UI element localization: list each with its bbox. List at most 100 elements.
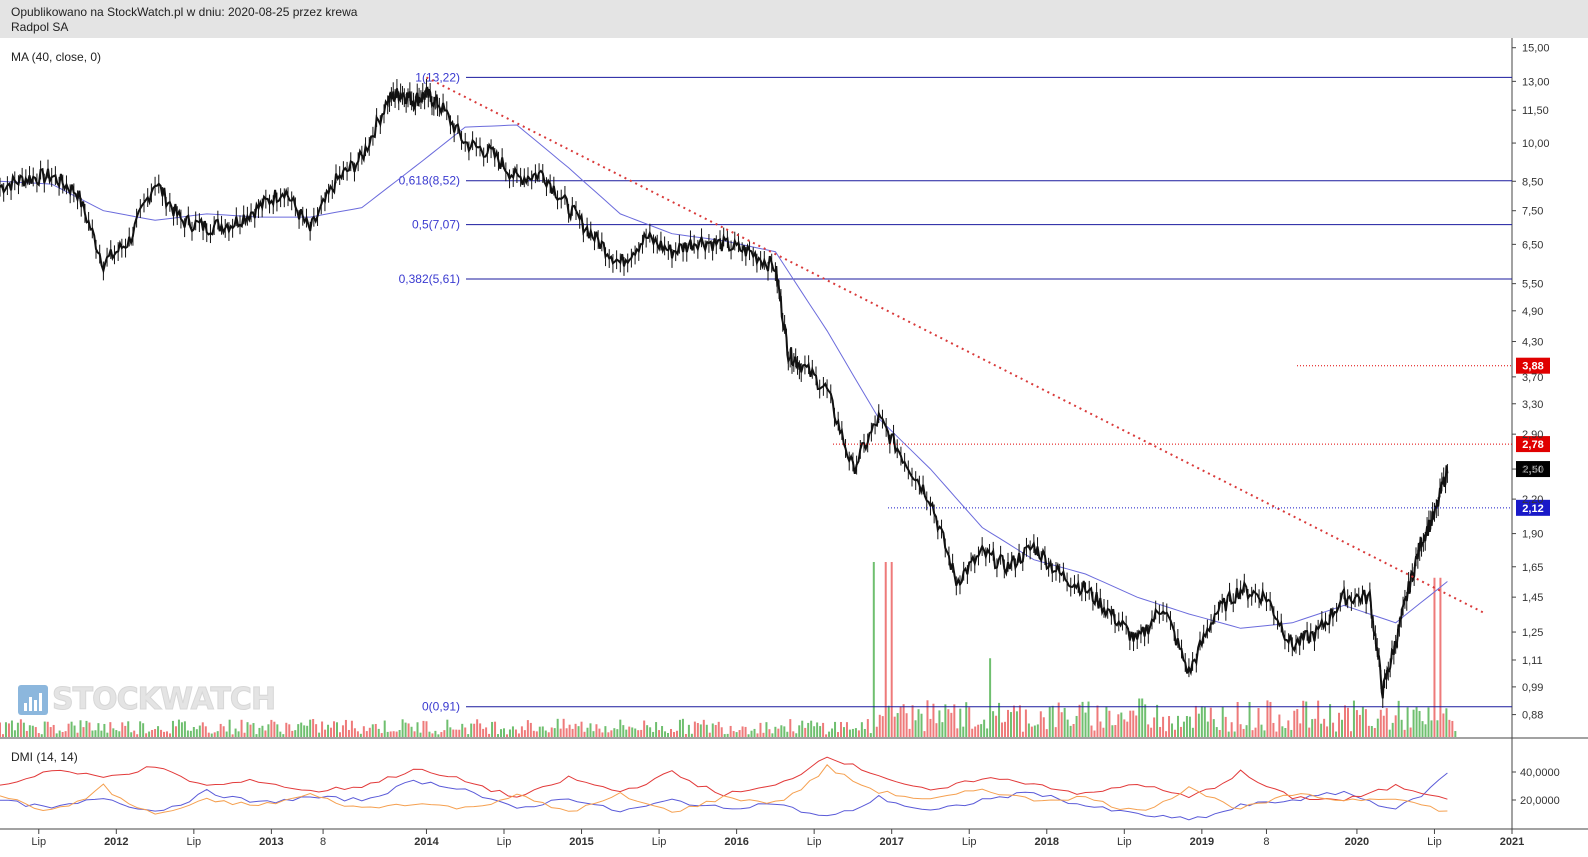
volume-bar bbox=[598, 728, 601, 737]
volume-bar bbox=[252, 723, 255, 737]
volume-bar bbox=[1191, 727, 1194, 737]
dmi-minus-line bbox=[0, 764, 1448, 815]
volume-bar bbox=[338, 732, 341, 737]
x-tick-label: 8 bbox=[320, 836, 326, 848]
volume-bar bbox=[881, 716, 884, 737]
volume-bar bbox=[577, 726, 580, 737]
volume-bar bbox=[1012, 705, 1015, 737]
volume-bar bbox=[854, 728, 857, 737]
volume-bar bbox=[520, 726, 523, 737]
volume-bar bbox=[1099, 721, 1102, 737]
volume-bar bbox=[297, 724, 300, 737]
volume-bar bbox=[449, 727, 452, 737]
volume-bar bbox=[157, 726, 160, 737]
volume-bar bbox=[192, 726, 195, 737]
y-tick-label: 0,88 bbox=[1522, 710, 1543, 722]
volume-bar bbox=[103, 723, 106, 737]
volume-bar bbox=[398, 729, 401, 737]
volume-bar bbox=[750, 730, 753, 737]
volume-bar bbox=[690, 733, 693, 737]
volume-bar bbox=[1150, 727, 1153, 737]
volume-bar bbox=[431, 733, 434, 737]
volume-bar bbox=[774, 726, 777, 737]
x-tick-label: 2015 bbox=[569, 836, 593, 848]
volume-bar bbox=[333, 721, 336, 737]
volume-bar bbox=[1346, 707, 1349, 737]
volume-bar bbox=[1057, 702, 1060, 737]
volume-bar bbox=[866, 719, 869, 737]
volume-bar bbox=[1054, 727, 1057, 737]
volume-bar bbox=[947, 709, 950, 737]
volume-bar bbox=[1129, 710, 1132, 737]
volume-bar bbox=[804, 727, 807, 737]
volume-bar bbox=[1153, 717, 1156, 737]
volume-bar bbox=[58, 730, 61, 737]
volume-bar bbox=[1332, 722, 1335, 737]
volume-bar bbox=[1009, 712, 1012, 737]
volume-bar bbox=[127, 721, 130, 737]
volume-bar bbox=[902, 704, 905, 737]
volume-bar bbox=[965, 702, 968, 737]
volume-bar bbox=[1123, 719, 1126, 737]
volume-bar bbox=[974, 726, 977, 737]
instrument-name: Radpol SA bbox=[11, 20, 69, 34]
volume-bar bbox=[163, 731, 166, 737]
price-tag-label: 2,78 bbox=[1522, 439, 1543, 451]
volume-bar bbox=[860, 722, 863, 737]
volume-bar bbox=[234, 728, 237, 737]
volume-bar bbox=[532, 730, 535, 737]
volume-bar bbox=[1397, 700, 1400, 737]
x-tick-label: Lip bbox=[962, 836, 977, 848]
x-tick-label: Lip bbox=[1427, 836, 1442, 848]
volume-bar bbox=[118, 731, 121, 737]
volume-bar bbox=[634, 728, 637, 737]
volume-bar bbox=[920, 713, 923, 737]
volume-bar bbox=[771, 733, 774, 737]
volume-bar bbox=[1355, 710, 1358, 737]
volume-bar bbox=[16, 722, 19, 737]
volume-bar bbox=[330, 727, 333, 737]
volume-bar bbox=[839, 721, 842, 737]
volume-bar bbox=[1048, 706, 1051, 737]
volume-bar bbox=[1215, 727, 1218, 737]
dmi-plus-line bbox=[0, 756, 1448, 802]
volume-bar bbox=[28, 725, 31, 737]
price-tag bbox=[1516, 436, 1550, 453]
volume-bar bbox=[1391, 722, 1394, 737]
volume-bar bbox=[1171, 723, 1174, 737]
volume-bar bbox=[461, 723, 464, 737]
volume-bar bbox=[261, 725, 264, 737]
volume-bar bbox=[672, 732, 675, 737]
volume-bar bbox=[115, 730, 118, 737]
volume-bar bbox=[1436, 720, 1439, 737]
volume-bar bbox=[1194, 705, 1197, 737]
volume-bar bbox=[341, 725, 344, 737]
volume-bar bbox=[1254, 727, 1257, 737]
volume-bar bbox=[872, 562, 875, 737]
volume-bar bbox=[1314, 718, 1317, 737]
fib-label: 0(0,91) bbox=[422, 700, 460, 714]
volume-bar bbox=[720, 727, 723, 737]
volume-bar bbox=[1081, 701, 1084, 737]
volume-bar bbox=[726, 733, 729, 737]
volume-bar bbox=[91, 730, 94, 737]
volume-bar bbox=[467, 734, 470, 737]
volume-bar bbox=[1179, 726, 1182, 737]
volume-bar bbox=[971, 728, 974, 737]
volume-bar bbox=[0, 722, 1, 737]
volume-bar bbox=[1021, 731, 1024, 737]
volume-bar bbox=[216, 731, 219, 737]
price-line bbox=[0, 86, 1449, 699]
price-chart: 1(13,22)0,618(8,52)0,5(7,07)0,382(5,61)0… bbox=[0, 38, 1588, 848]
volume-bar bbox=[1349, 731, 1352, 737]
volume-bar bbox=[601, 732, 604, 737]
volume-bar bbox=[166, 731, 169, 737]
volume-bar bbox=[315, 724, 318, 737]
volume-bar bbox=[186, 730, 189, 737]
ma-indicator-label: MA (40, close, 0) bbox=[11, 50, 101, 64]
volume-bar bbox=[1093, 730, 1096, 737]
volume-bar bbox=[908, 728, 911, 737]
volume-bar bbox=[848, 729, 851, 737]
y-tick-label: 1,90 bbox=[1522, 529, 1543, 541]
volume-bar bbox=[953, 704, 956, 737]
